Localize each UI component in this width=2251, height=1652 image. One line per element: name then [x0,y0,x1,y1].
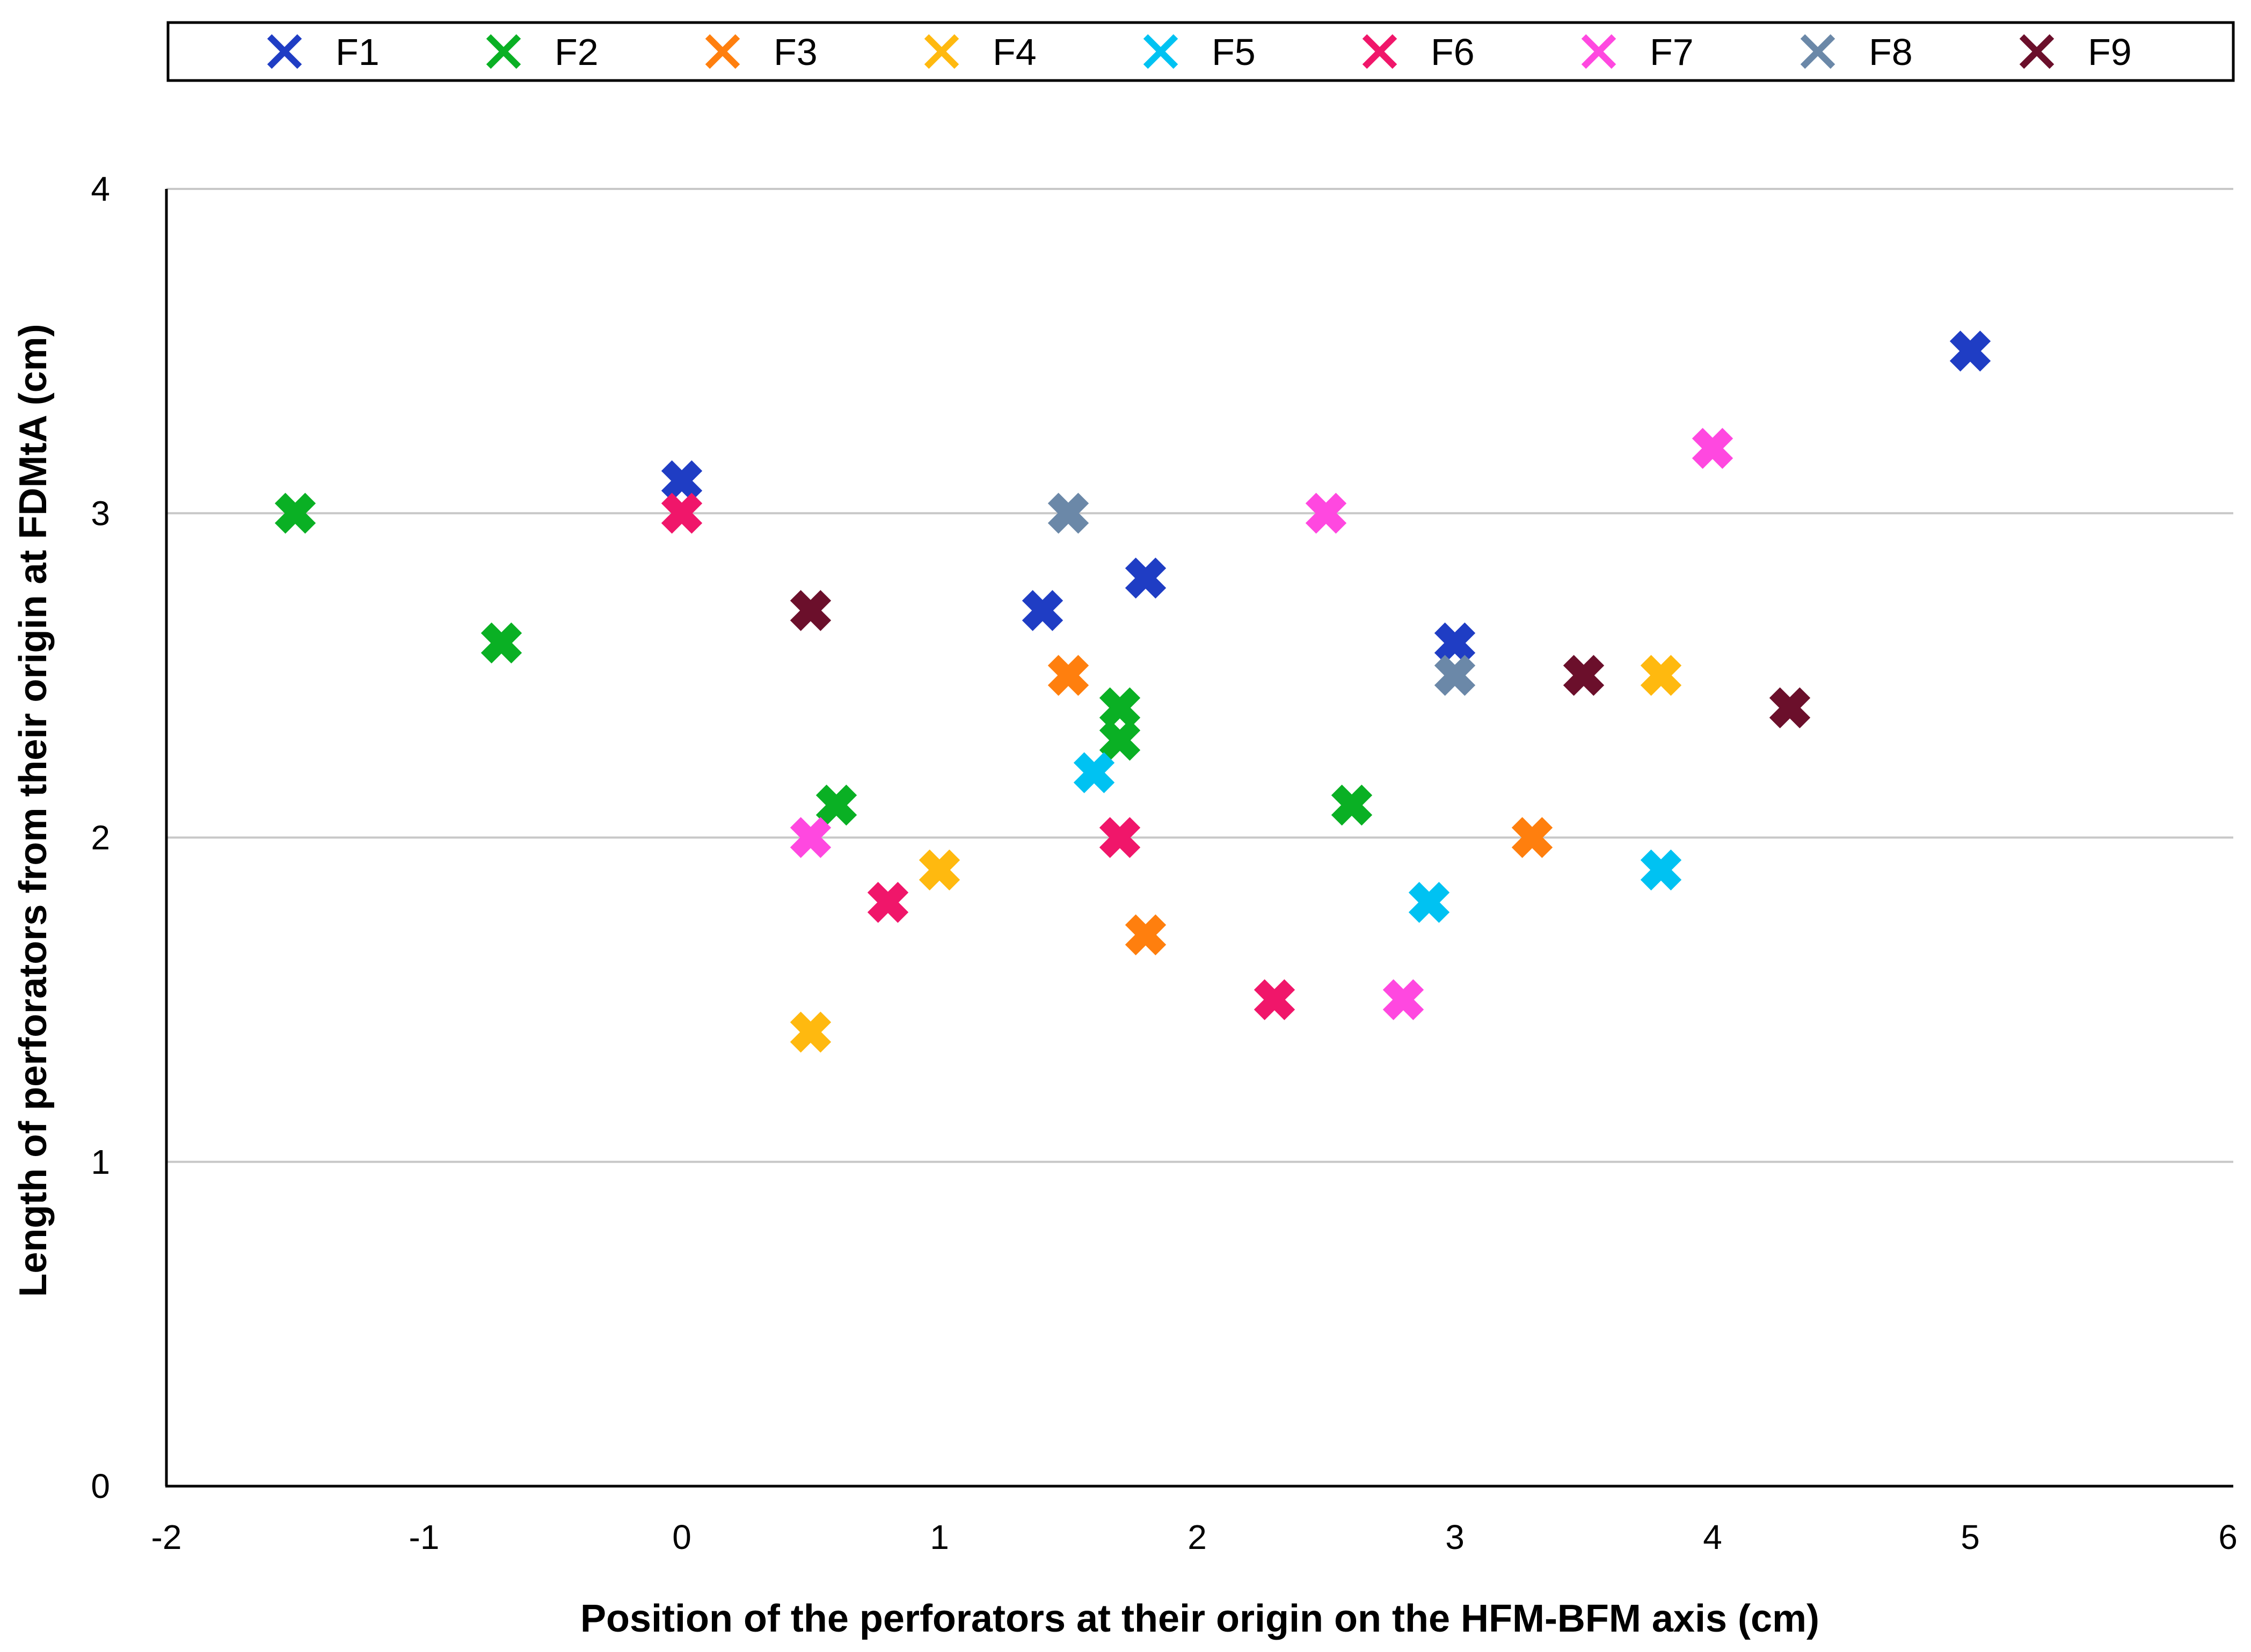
y-tick-label: 0 [91,1467,110,1505]
point-f6 [1099,817,1141,858]
point-f3 [1125,914,1167,955]
series-f9 [790,590,1811,728]
legend-label: F6 [1431,31,1475,73]
x-tick-label: 6 [2218,1518,2238,1556]
series-f1 [661,330,1991,664]
point-f2 [1099,687,1141,728]
legend-label: F2 [555,31,599,73]
x-tick-label: -1 [409,1518,440,1556]
data-points [274,330,1991,1053]
point-f4 [1640,655,1682,696]
legend-label: F9 [2088,31,2132,73]
y-tick-label: 3 [91,494,110,532]
series-f7 [790,428,1733,1020]
legend-marker [924,34,959,69]
legend-marker [1800,34,1835,69]
legend-marker [486,34,521,69]
axes [165,189,2233,1488]
legend-marker [705,34,740,69]
legend-item-f2: F2 [486,31,599,73]
point-f1 [661,460,703,502]
series-f3 [1047,655,1553,955]
point-f7 [1305,493,1347,534]
point-f9 [1563,655,1605,696]
point-f1 [1022,590,1063,631]
x-axis-title: Position of the perforators at their ori… [580,1597,1819,1640]
y-tick-label: 1 [91,1143,110,1181]
point-f3 [1047,655,1089,696]
x-tick-label: 1 [930,1518,949,1556]
x-tick-label: 5 [1961,1518,1980,1556]
series-f6 [661,493,1295,1020]
legend-marker [1143,34,1178,69]
x-tick-labels: -2 -1 0 1 2 3 4 5 6 [151,1518,2238,1556]
series-f8 [1047,493,1476,696]
point-f7 [1692,428,1733,469]
point-f6 [1254,979,1295,1020]
x-tick-label: 4 [1703,1518,1722,1556]
point-f1 [1125,557,1167,599]
legend-item-f8: F8 [1800,31,1913,73]
legend-box [166,21,2235,82]
legend-item-f7: F7 [1581,31,1694,73]
legend-label: F3 [774,31,818,73]
x-tick-label: 2 [1188,1518,1207,1556]
legend-label: F7 [1650,31,1694,73]
series-f2 [274,493,1373,826]
point-f4 [790,1011,832,1053]
legend-item-f6: F6 [1362,31,1475,73]
series-f5 [1073,752,1682,923]
legend-label: F1 [336,31,380,73]
legend-item-f5: F5 [1143,31,1256,73]
point-f6 [661,493,703,534]
y-tick-labels: 0 1 2 3 4 [91,170,110,1505]
point-f3 [1511,817,1553,858]
y-tick-label: 4 [91,170,110,208]
legend: F1 F2 F3 F4 F5 F6 F7 F8 F9 [166,21,2235,82]
point-f1 [1949,330,1991,372]
legend-item-f3: F3 [705,31,818,73]
point-f2 [1099,720,1141,761]
legend-marker [1362,34,1397,69]
x-tick-label: 0 [672,1518,691,1556]
point-f7 [1382,979,1424,1020]
legend-label: F5 [1212,31,1256,73]
point-f4 [919,849,960,891]
gridlines [166,188,2233,1163]
x-tick-label: -2 [151,1518,182,1556]
point-f9 [1769,687,1811,728]
point-f8 [1047,493,1089,534]
point-f2 [480,622,522,664]
x-tick-label: 3 [1445,1518,1465,1556]
point-f9 [790,590,832,631]
legend-marker [2019,34,2055,69]
legend-marker [267,34,302,69]
legend-label: F4 [993,31,1037,73]
point-f2 [274,493,316,534]
legend-item-f9: F9 [2019,31,2132,73]
series-f4 [790,655,1682,1053]
point-f2 [1331,784,1373,826]
point-f5 [1640,849,1682,891]
point-f5 [1073,752,1115,793]
y-tick-label: 2 [91,818,110,857]
legend-label: F8 [1869,31,1913,73]
point-f8 [1434,655,1476,696]
legend-item-f1: F1 [267,31,380,73]
point-f6 [867,882,909,923]
point-f7 [790,817,832,858]
point-f1 [1434,622,1476,664]
point-f5 [1408,882,1450,923]
point-f2 [815,784,857,826]
y-axis-title: Length of perforators from their origin … [12,324,55,1297]
legend-item-f4: F4 [924,31,1037,73]
legend-marker [1581,34,1616,69]
